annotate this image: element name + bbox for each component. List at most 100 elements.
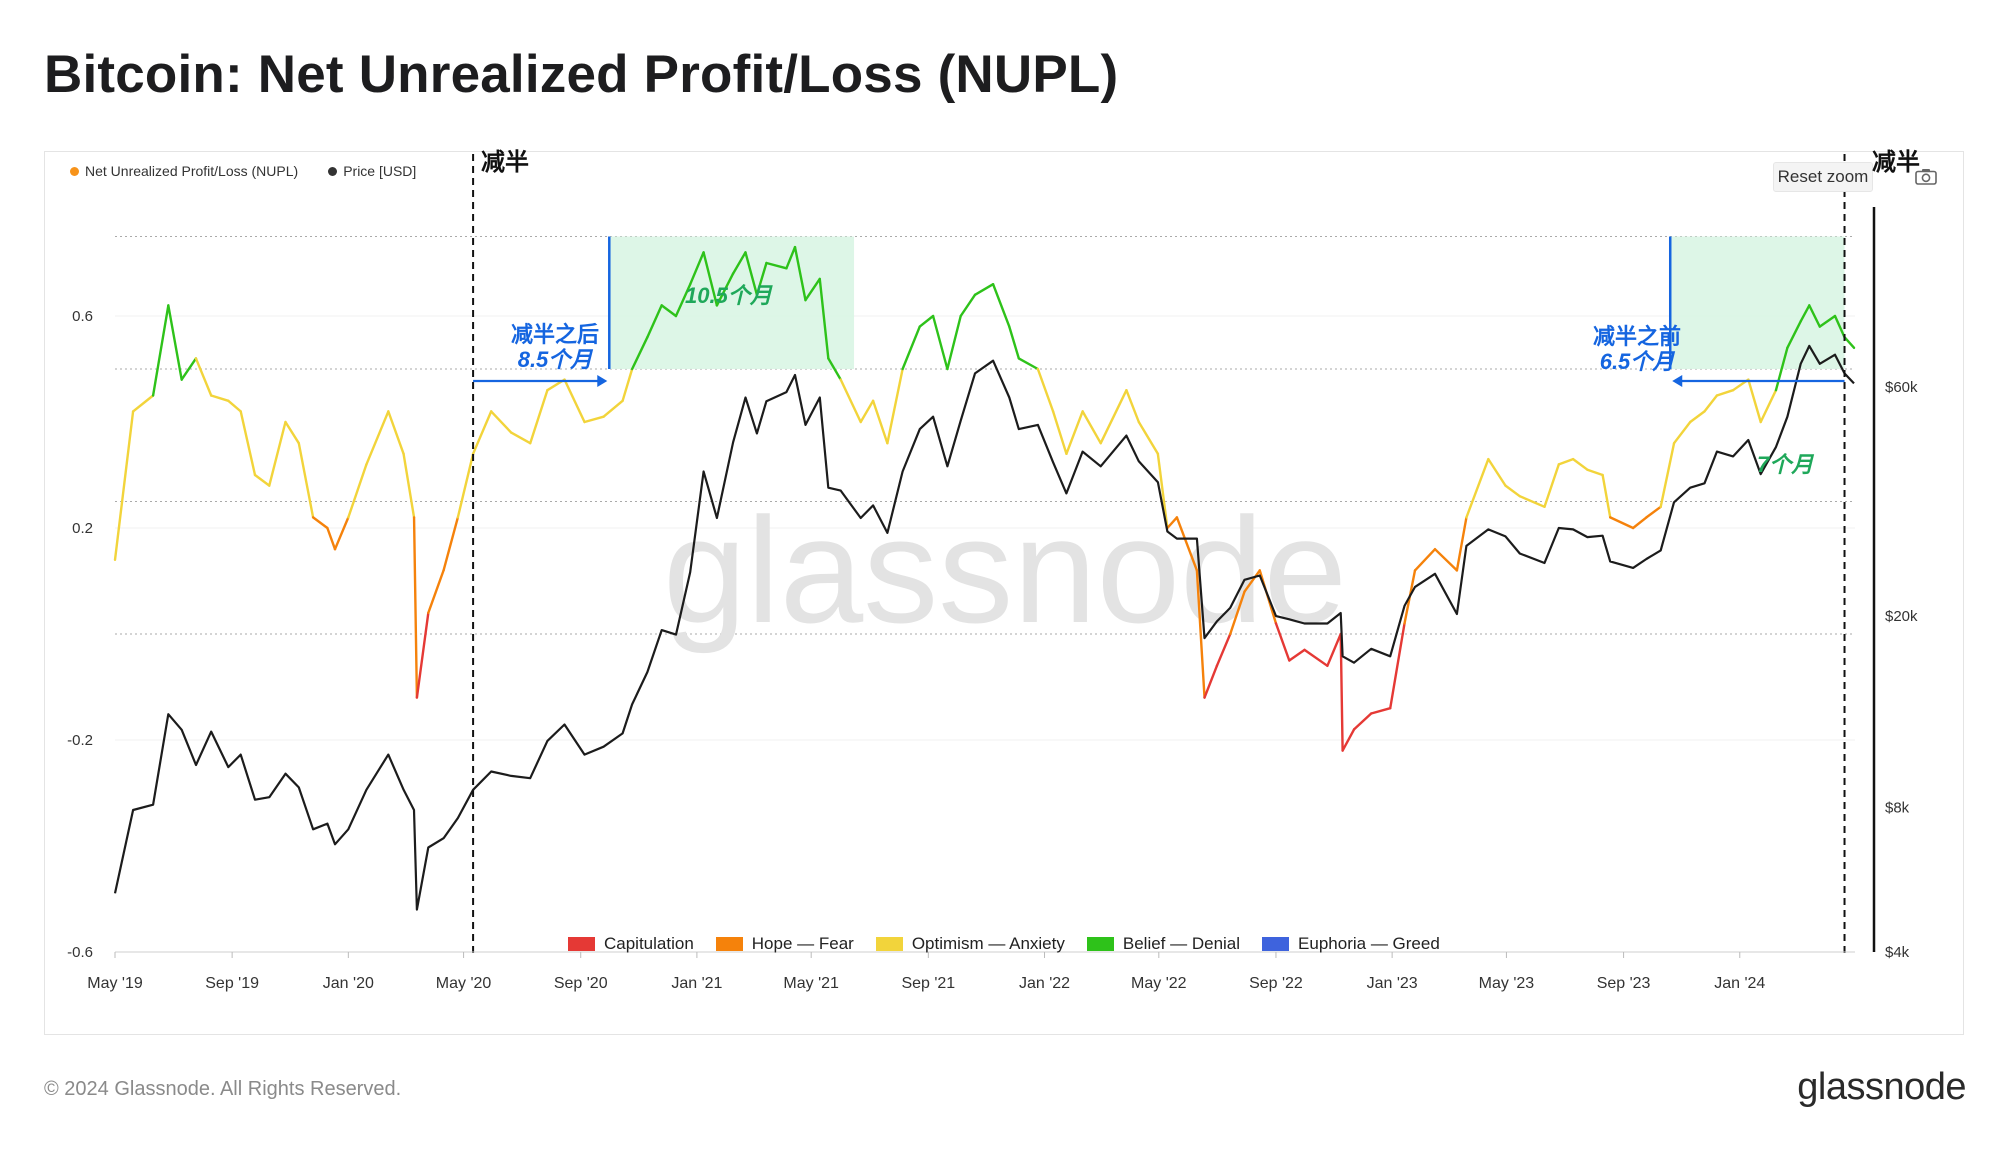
nupl-line-segment — [583, 415, 605, 424]
nupl-chart: glassnode -0.6 -0.2 0.2 0.6 $4k $8k $20k $60k May… — [67, 154, 1918, 992]
nupl-line-segment — [297, 442, 315, 519]
nupl-line-segment — [239, 410, 257, 477]
nupl-line-segment — [991, 282, 1011, 328]
halving-label-2024: 减半 — [1872, 149, 1920, 176]
before-halving-line2: 6.5个月 — [1599, 349, 1675, 375]
nupl-line-segment — [818, 277, 830, 360]
x-tick-label: Sep '23 — [1597, 975, 1651, 992]
zone-legend-capitulation[interactable]: Capitulation — [568, 934, 694, 954]
nupl-line-segment — [1557, 457, 1575, 466]
nupl-line-segment — [167, 304, 183, 381]
legend-label-price: Price [USD] — [343, 163, 417, 179]
nupl-line-segment — [1703, 394, 1719, 413]
nupl-line-segment — [755, 261, 768, 297]
nupl-line-segment — [793, 245, 807, 302]
zone-label-euphoria-greed: Euphoria — Greed — [1298, 934, 1440, 953]
x-tick-label: May '22 — [1131, 975, 1187, 992]
nupl-line-segment — [113, 410, 135, 561]
zone-legend-belief-denial[interactable]: Belief — Denial — [1086, 934, 1240, 954]
nupl-line-segment — [1487, 457, 1507, 487]
nupl-line-segment — [702, 251, 719, 307]
legend-item-nupl[interactable]: Net Unrealized Profit/Loss (NUPL) — [70, 163, 298, 179]
nupl-line-segment — [1243, 569, 1261, 593]
nupl-line-segment — [1518, 495, 1546, 508]
nupl-line-segment — [1465, 457, 1490, 519]
before-halving-arrow-head — [1672, 375, 1683, 387]
nupl-line-segment — [1352, 712, 1373, 731]
nupl-line-segment — [973, 282, 995, 297]
x-tick-label: Jan '20 — [323, 975, 374, 992]
nupl-line-segment — [1137, 420, 1160, 455]
x-tick-label: Jan '23 — [1367, 975, 1418, 992]
nupl-line-segment — [871, 399, 889, 445]
reset-zoom-button[interactable]: Reset zoom — [1773, 162, 1873, 192]
zone-swatch-hope-fear — [715, 937, 743, 951]
y-left-tick-label: 0.6 — [72, 308, 93, 325]
zone-legend-euphoria-greed[interactable]: Euphoria — Greed — [1262, 934, 1440, 954]
y-left-tick-label: 0.2 — [72, 520, 93, 537]
legend-dot-nupl — [70, 166, 79, 176]
nupl-line-segment — [1369, 707, 1392, 715]
nupl-line-segment — [471, 410, 493, 455]
zone-swatch-capitulation — [568, 937, 595, 951]
nupl-line-segment — [1203, 664, 1219, 699]
nupl-line-segment — [1215, 632, 1232, 667]
nupl-line-segment — [959, 293, 977, 318]
nupl-line-segment — [253, 473, 271, 487]
nupl-line-segment — [529, 388, 549, 445]
y-right-tick-label: $60k — [1885, 379, 1918, 396]
nupl-line-segment — [660, 304, 678, 318]
y-left-tick-label: -0.6 — [67, 944, 93, 961]
nupl-line-segment — [180, 357, 198, 381]
x-tick-label: Jan '22 — [1019, 975, 1070, 992]
footer-logo: glassnode — [1797, 1066, 1966, 1108]
x-tick-label: Sep '21 — [901, 975, 955, 992]
before-halving-line1: 减半之前 — [1592, 324, 1681, 349]
nupl-line-segment — [151, 304, 170, 397]
price-line — [113, 344, 1855, 911]
y-right-tick-label: $4k — [1885, 944, 1910, 961]
nupl-line-segment — [1609, 516, 1635, 530]
nupl-line-segment — [621, 367, 634, 403]
nupl-line-segment — [1689, 410, 1706, 424]
x-tick-label: Sep '22 — [1249, 975, 1303, 992]
nupl-line-segment — [1799, 304, 1811, 323]
nupl-line-segment — [1288, 648, 1306, 662]
x-tick-label: May '20 — [436, 975, 492, 992]
x-tick-label: May '21 — [783, 975, 839, 992]
nupl-line-segment — [311, 516, 329, 530]
y-right-tick-label: $20k — [1885, 608, 1918, 625]
legend-item-price[interactable]: Price [USD] — [328, 163, 416, 179]
months-10-5-annotation: 10.5个月 — [685, 283, 772, 308]
nupl-line-segment — [1601, 473, 1612, 519]
zone-label-optimism-anxiety: Optimism — Anxiety — [911, 934, 1065, 953]
zone-legend-hope-fear[interactable]: Hope — Fear — [715, 934, 854, 954]
nupl-line-segment — [1051, 410, 1068, 455]
nupl-line-segment — [1543, 463, 1561, 508]
nupl-line-segment — [1433, 548, 1459, 572]
nupl-line-segment — [1843, 335, 1856, 350]
nupl-line-segment — [227, 399, 242, 413]
x-tick-label: Jan '24 — [1714, 975, 1765, 992]
nupl-line-segment — [563, 378, 586, 424]
nupl-line-segment — [901, 325, 921, 371]
nupl-line-segment — [1166, 516, 1179, 530]
nupl-line-segment — [1715, 388, 1735, 397]
camera-icon[interactable] — [1915, 168, 1937, 185]
x-tick-label: May '19 — [87, 975, 143, 992]
after-halving-line2: 8.5个月 — [517, 347, 593, 373]
nupl-line-segment — [689, 251, 705, 286]
nupl-line-segment — [1759, 388, 1778, 424]
x-tick-label: May '23 — [1479, 975, 1535, 992]
nupl-line-segment — [744, 251, 759, 297]
zone-legend-optimism-anxiety[interactable]: Optimism — Anxiety — [875, 934, 1065, 954]
nupl-line-segment — [1274, 622, 1291, 662]
zone-swatch-belief-denial — [1086, 937, 1114, 951]
nupl-line-segment — [1818, 314, 1837, 328]
legend-dot-price — [328, 166, 338, 176]
highlight-region-2 — [1670, 236, 1845, 369]
nupl-line-segment — [602, 399, 624, 418]
nupl-line-segment — [839, 378, 862, 424]
x-tick-label: Sep '19 — [205, 975, 259, 992]
nupl-line-segment — [509, 431, 532, 445]
